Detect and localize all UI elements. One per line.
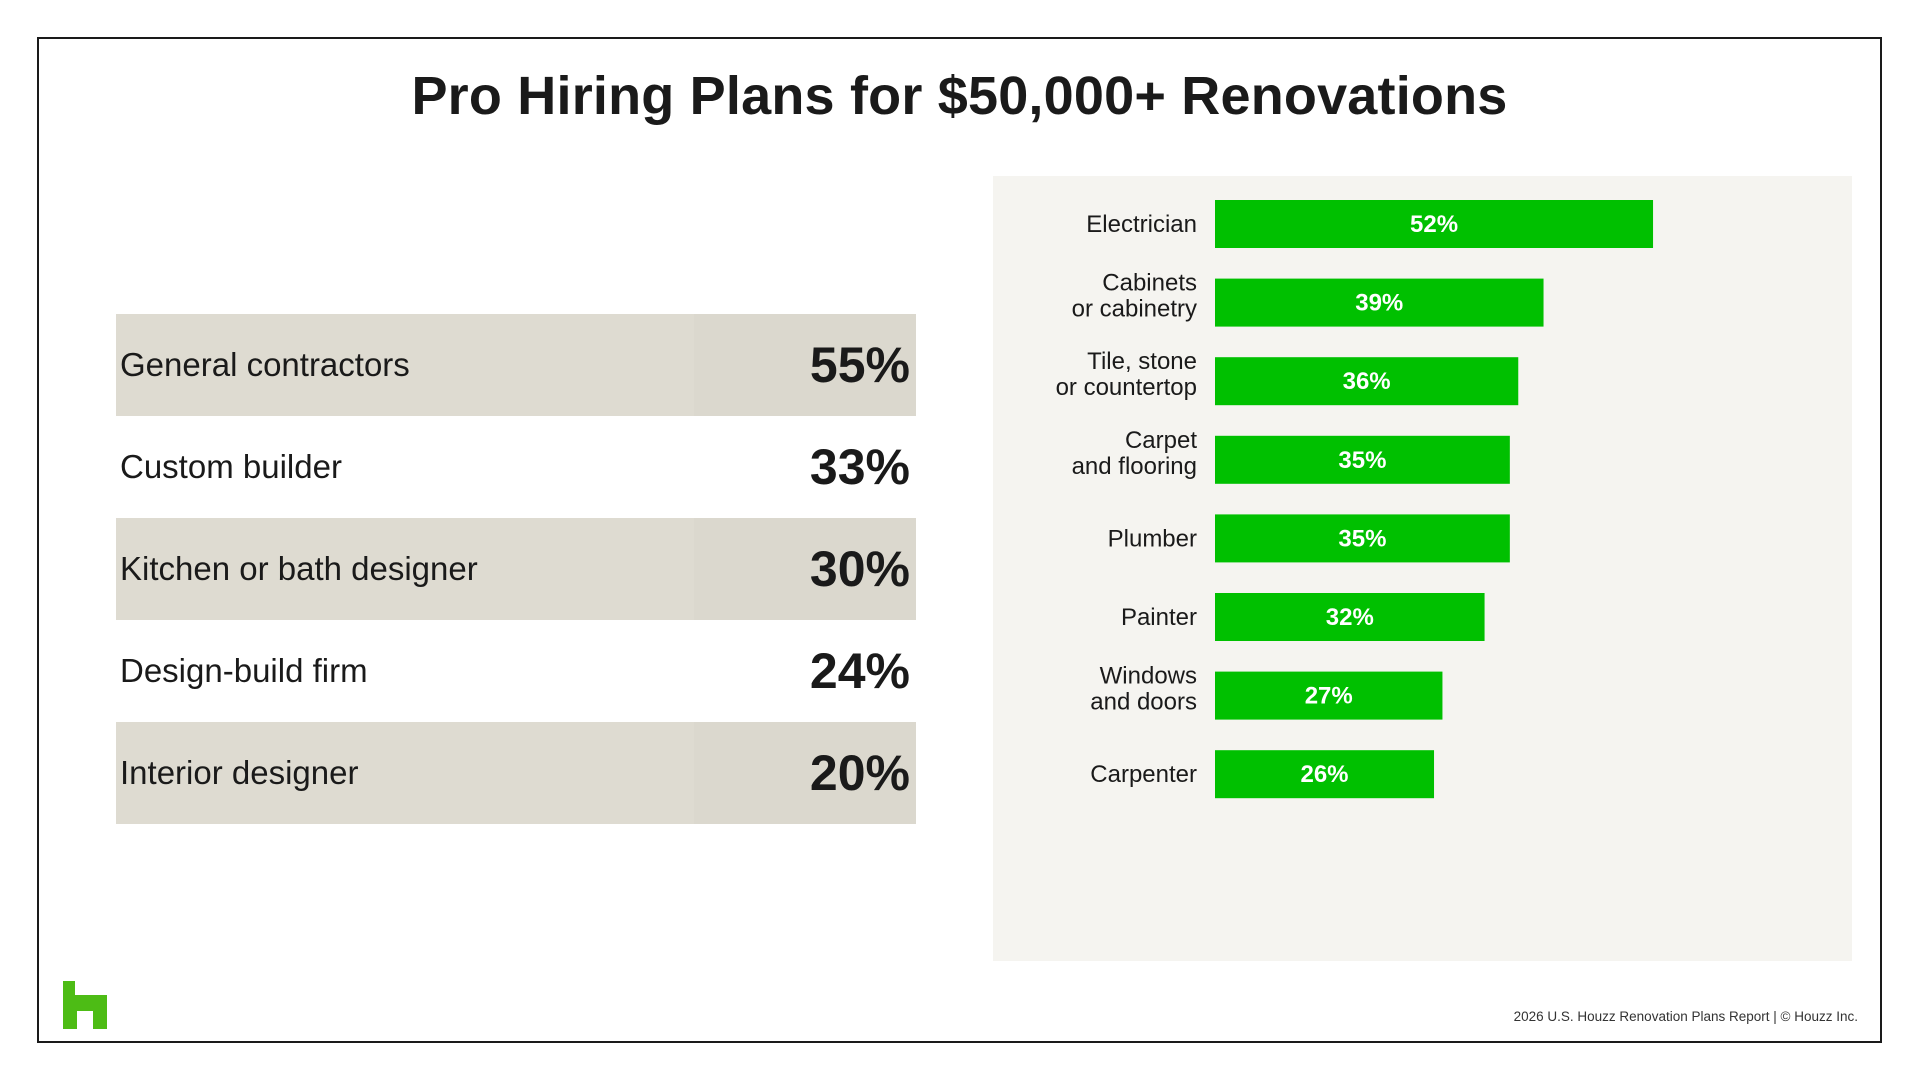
bar-value-label: 26% <box>1300 761 1348 788</box>
category-label: Plumber <box>1108 525 1197 552</box>
footer-credit: 2026 U.S. Houzz Renovation Plans Report … <box>1513 1009 1858 1024</box>
category-label: Carpet <box>1125 427 1197 454</box>
category-label: Painter <box>1121 604 1197 631</box>
bar-value-label: 35% <box>1338 447 1386 474</box>
row-label: Design-build firm <box>120 652 368 689</box>
category-label: Tile, stone <box>1087 348 1197 375</box>
row-label: General contractors <box>120 346 410 383</box>
row-label: Custom builder <box>120 448 342 485</box>
category-label: Windows <box>1100 663 1197 690</box>
bar-value-label: 32% <box>1326 604 1374 631</box>
hiring-table: General contractors 55% Custom builder 33% K… <box>116 314 916 824</box>
table-row: Interior designer 20% <box>116 722 916 824</box>
slide-frame: Pro Hiring Plans for $50,000+ Renovation… <box>37 37 1882 1043</box>
bar <box>1215 514 1510 563</box>
table-row: Design-build firm 24% <box>116 620 916 722</box>
category-label: and flooring <box>1072 453 1197 480</box>
row-value: 30% <box>694 518 916 620</box>
row-value: 33% <box>809 439 910 495</box>
bar <box>1215 278 1544 327</box>
bar-value-label: 27% <box>1305 683 1353 710</box>
category-label: and doors <box>1090 689 1197 716</box>
chart-panel: 52% Electrician 39% Cabinets or cabinetry 36%… <box>993 176 1852 961</box>
bar <box>1215 200 1654 248</box>
row-value: 24% <box>809 643 910 699</box>
category-label: Carpenter <box>1090 761 1197 788</box>
table-row: Custom builder 33% <box>116 416 916 518</box>
bar <box>1215 435 1510 484</box>
category-label: Electrician <box>1086 211 1197 238</box>
bar-value-label: 52% <box>1410 211 1458 238</box>
row-value: 20% <box>694 722 916 824</box>
table-row: General contractors 55% <box>116 314 916 416</box>
bar <box>1215 357 1519 406</box>
page-title: Pro Hiring Plans for $50,000+ Renovation… <box>411 66 1508 126</box>
row-label: Interior designer <box>120 754 359 791</box>
bar-value-label: 36% <box>1343 368 1391 395</box>
bar <box>1215 593 1485 641</box>
category-label: or countertop <box>1056 374 1197 401</box>
houzz-logo-icon <box>63 981 107 1029</box>
bar <box>1215 671 1443 720</box>
row-label: Kitchen or bath designer <box>120 550 478 587</box>
row-value: 55% <box>694 314 916 416</box>
table-row: Kitchen or bath designer 30% <box>116 518 916 620</box>
category-label: Cabinets <box>1102 270 1197 297</box>
category-label: or cabinetry <box>1072 296 1197 323</box>
bar-value-label: 39% <box>1355 290 1403 317</box>
bar-value-label: 35% <box>1338 525 1386 552</box>
bar <box>1215 750 1435 799</box>
